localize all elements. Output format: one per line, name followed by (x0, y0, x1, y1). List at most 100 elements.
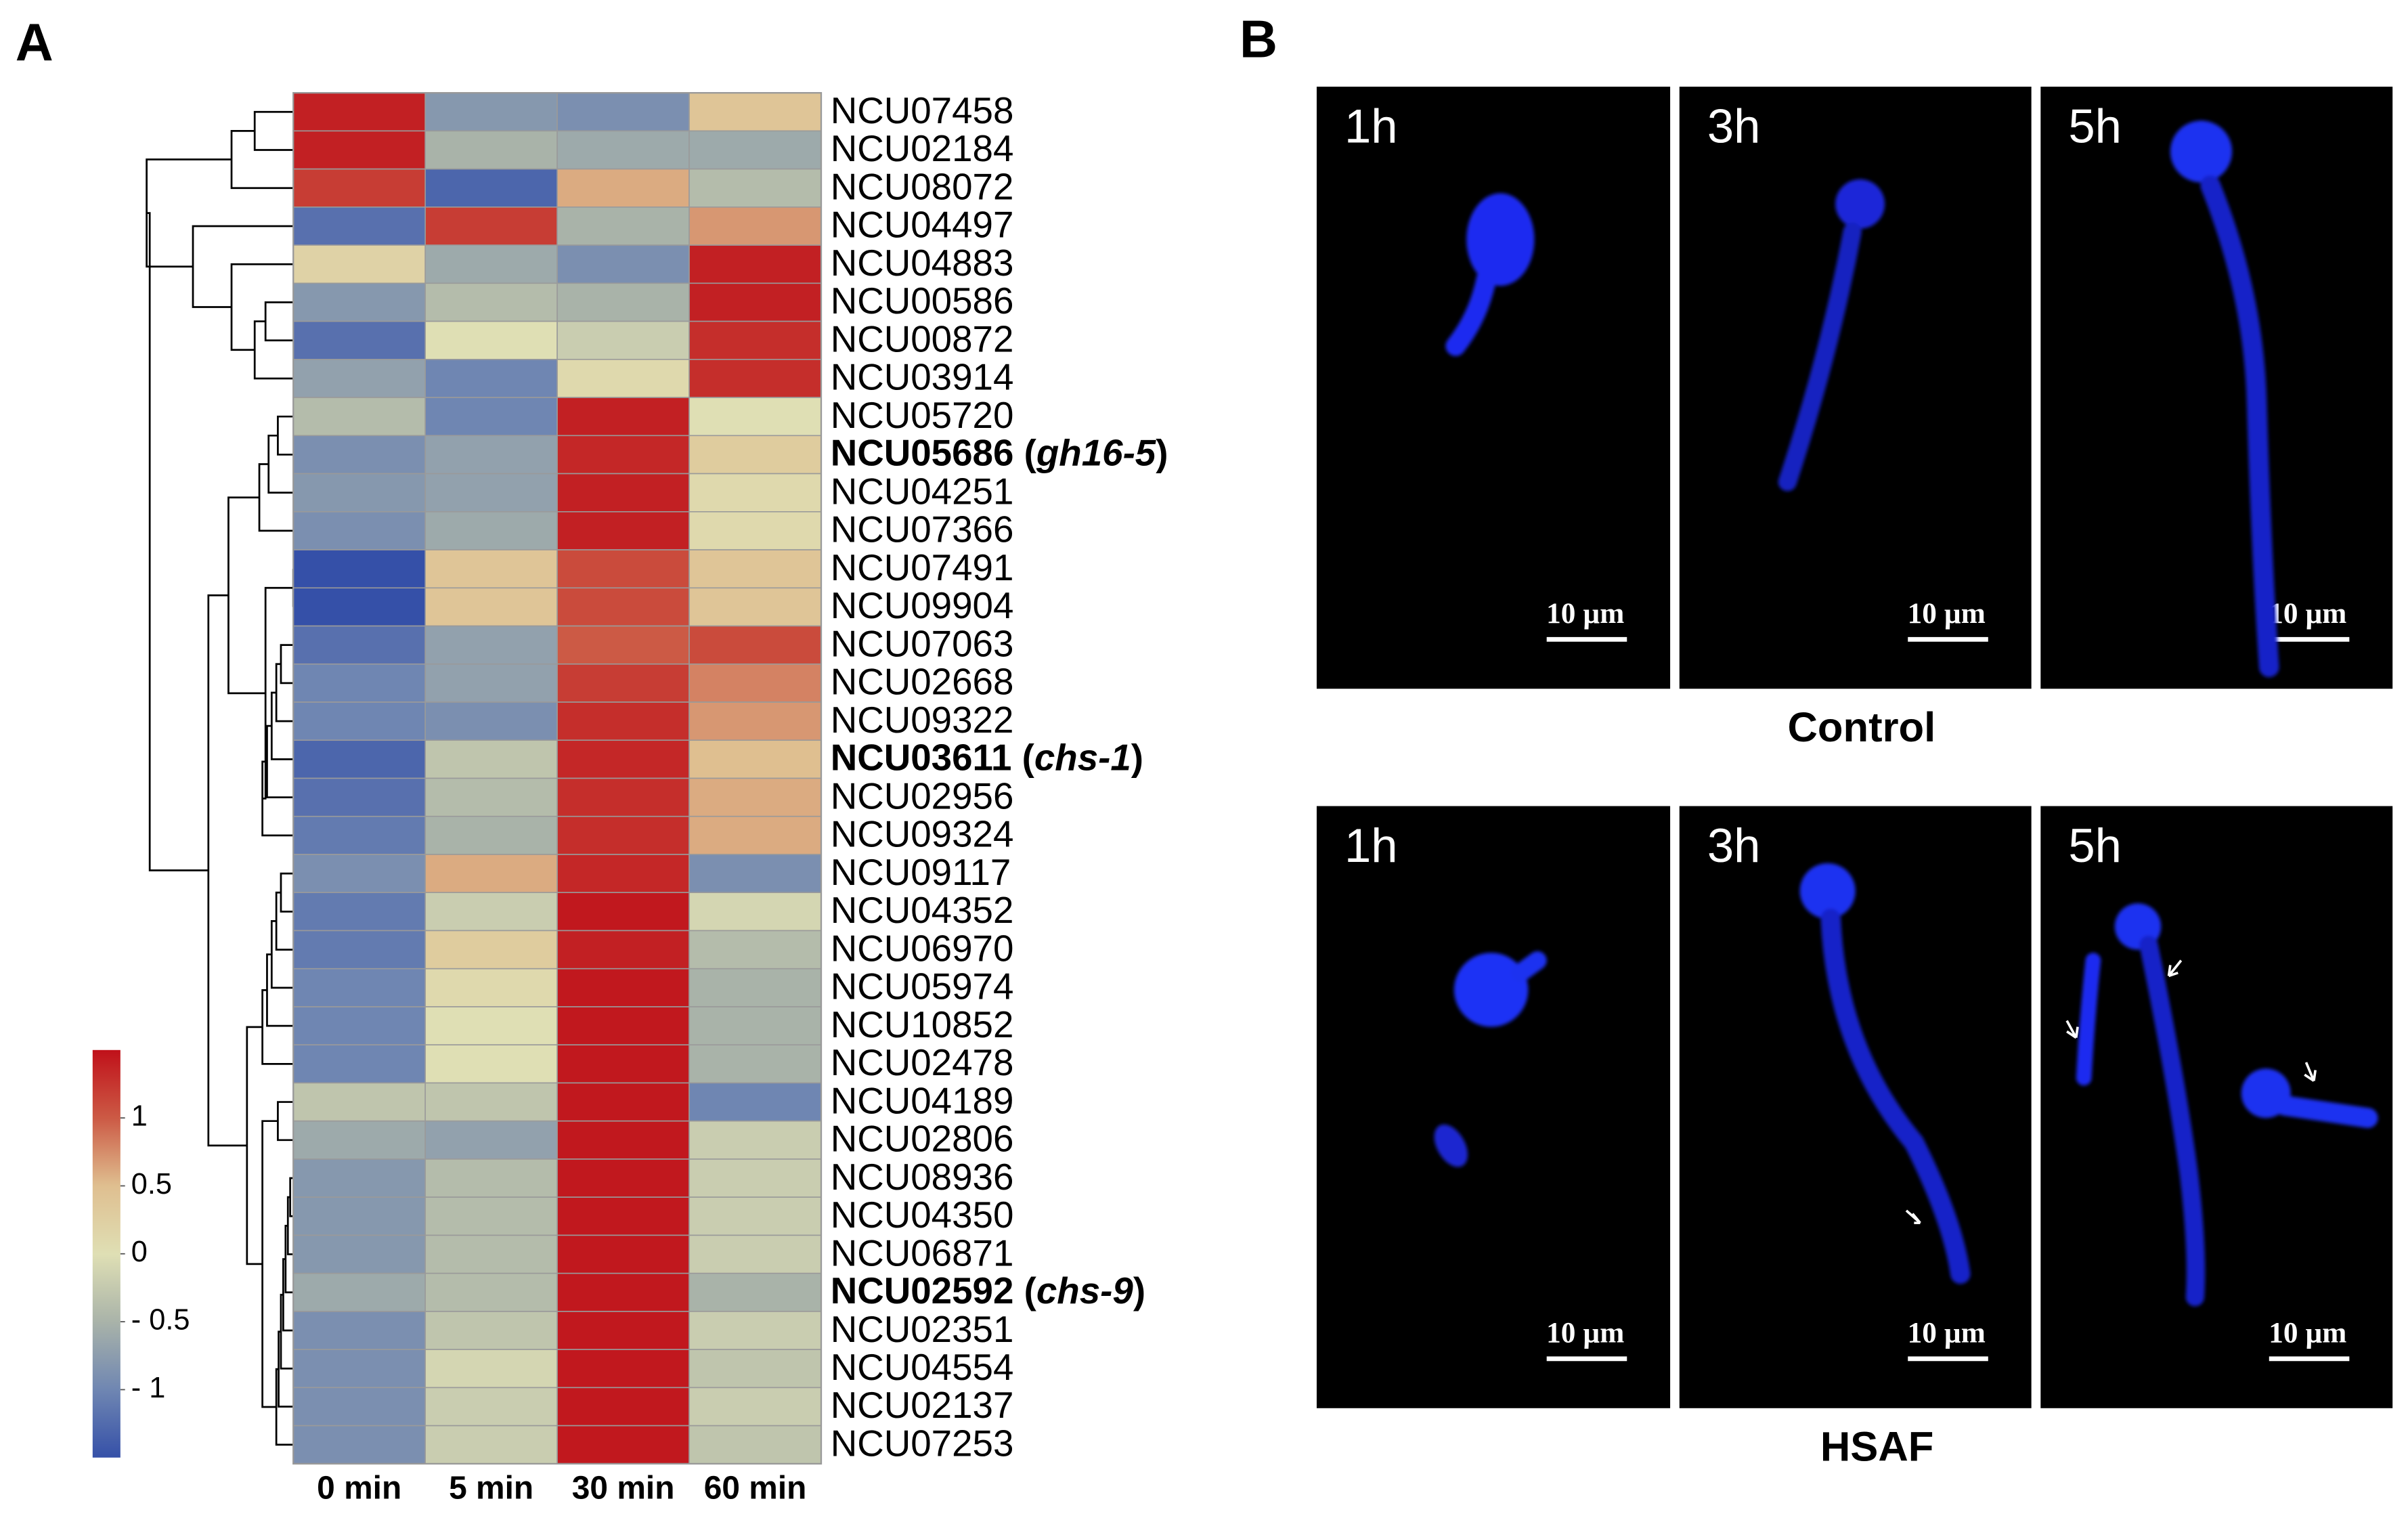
heatmap-cell (556, 625, 690, 665)
row-label: NCU07366 (831, 508, 1014, 550)
heatmap-cell (424, 1311, 558, 1350)
heatmap-cell (556, 739, 690, 779)
heatmap-cell (424, 473, 558, 513)
heatmap-cell (292, 854, 426, 894)
heatmap-cell (292, 320, 426, 360)
heatmap-cell (556, 168, 690, 208)
heatmap-cell (556, 130, 690, 170)
heatmap-cell (556, 207, 690, 246)
dendrogram-branches (146, 110, 294, 1446)
heatmap-cell (292, 1158, 426, 1198)
heatmap-cell (556, 815, 690, 855)
heatmap-cell (556, 282, 690, 322)
spore (1799, 863, 1856, 919)
heatmap-cell (556, 1349, 690, 1389)
heatmap-cell (292, 1196, 426, 1236)
heatmap-cell (688, 854, 822, 894)
heatmap-cell (292, 473, 426, 513)
column-label: 0 min (317, 1470, 401, 1506)
heatmap-cell (424, 663, 558, 703)
hypha (1778, 222, 1862, 492)
row-label: NCU04350 (831, 1194, 1014, 1236)
heatmap-cell (424, 1387, 558, 1427)
scale-bar-label: 10 µm (2269, 597, 2346, 630)
heatmap-cell (424, 1272, 558, 1312)
heatmap-cell (292, 130, 426, 170)
row-label: NCU06871 (831, 1232, 1014, 1274)
heatmap-cell (424, 320, 558, 360)
cell-images (1434, 121, 2378, 1307)
row-label: NCU07063 (831, 622, 1014, 664)
heatmap-cell (424, 1196, 558, 1236)
heatmap-cell (688, 168, 822, 208)
heatmap-cell (688, 92, 822, 132)
heatmap-cell (556, 1387, 690, 1427)
heatmap-cell (292, 892, 426, 932)
row-label: NCU02478 (831, 1041, 1014, 1083)
heatmap-cell (688, 511, 822, 550)
heatmap-cell (424, 815, 558, 855)
heatmap-cell (424, 397, 558, 437)
heatmap-cell (292, 587, 426, 627)
heatmap-cell (292, 625, 426, 665)
row-label: NCU02668 (831, 661, 1014, 703)
condition-label: HSAF (1820, 1424, 1934, 1471)
heatmap-cell (292, 663, 426, 703)
heatmap-cell (424, 854, 558, 894)
row-label: NCU00872 (831, 318, 1014, 360)
heatmap-cell (688, 815, 822, 855)
heatmap-cell (556, 1158, 690, 1198)
time-label: 1h (1344, 819, 1398, 872)
heatmap-cell (556, 854, 690, 894)
heatmap-cell (292, 549, 426, 589)
scale-bar-label: 10 µm (1546, 1317, 1624, 1349)
heatmap-cell (292, 1349, 426, 1389)
row-label: NCU06970 (831, 927, 1014, 969)
row-label: NCU09904 (831, 584, 1014, 626)
row-label: NCU09117 (831, 851, 1011, 893)
heatmap-cell (424, 739, 558, 779)
hypha (1820, 909, 1971, 1284)
heatmap-cell (688, 1006, 822, 1046)
row-label: NCU02184 (831, 127, 1014, 169)
heatmap-cell (556, 1044, 690, 1084)
heatmap-cell (688, 130, 822, 170)
column-label: 60 min (704, 1470, 807, 1506)
heatmap-cell (424, 1120, 558, 1160)
heatmap-cell (556, 777, 690, 817)
heatmap-cell (688, 1158, 822, 1198)
micrographs: 10 µm 10 µm 10 µm 10 µm 10 µm 10 µm (1316, 87, 2393, 1408)
heatmap-cell (688, 397, 822, 437)
heatmap-cell (424, 930, 558, 970)
colorbar (92, 1049, 121, 1458)
heatmap-cell (556, 549, 690, 589)
row-label: NCU04554 (831, 1346, 1014, 1388)
heatmap-cell (688, 968, 822, 1007)
colorbar-tick-label: 0.5 (131, 1168, 172, 1200)
heatmap-cell (556, 1006, 690, 1046)
heatmap-cell (292, 930, 426, 970)
scale-bar-label: 10 µm (1908, 1317, 1986, 1349)
row-label: NCU05974 (831, 966, 1014, 1007)
heatmap-cell (556, 701, 690, 741)
row-label: NCU03914 (831, 356, 1014, 398)
row-label: NCU02137 (831, 1384, 1014, 1426)
panel-label: B (1240, 11, 1277, 69)
heatmap-cell (292, 1006, 426, 1046)
row-label: NCU07491 (831, 546, 1014, 588)
row-label: NCU04352 (831, 889, 1014, 931)
heatmap-cell (556, 587, 690, 627)
heatmap-cell (688, 701, 822, 741)
row-label: NCU08936 (831, 1156, 1014, 1198)
row-label: NCU02351 (831, 1308, 1014, 1350)
heatmap-cell (556, 1120, 690, 1160)
heatmap-cell (688, 282, 822, 322)
heatmap-cell (688, 1044, 822, 1084)
arrows (1905, 959, 2317, 1225)
heatmap-cell (292, 207, 426, 246)
panel-label: A (16, 14, 53, 72)
row-label: NCU10852 (831, 1003, 1014, 1045)
heatmap-cell (424, 1234, 558, 1274)
heatmap-cell (424, 435, 558, 475)
